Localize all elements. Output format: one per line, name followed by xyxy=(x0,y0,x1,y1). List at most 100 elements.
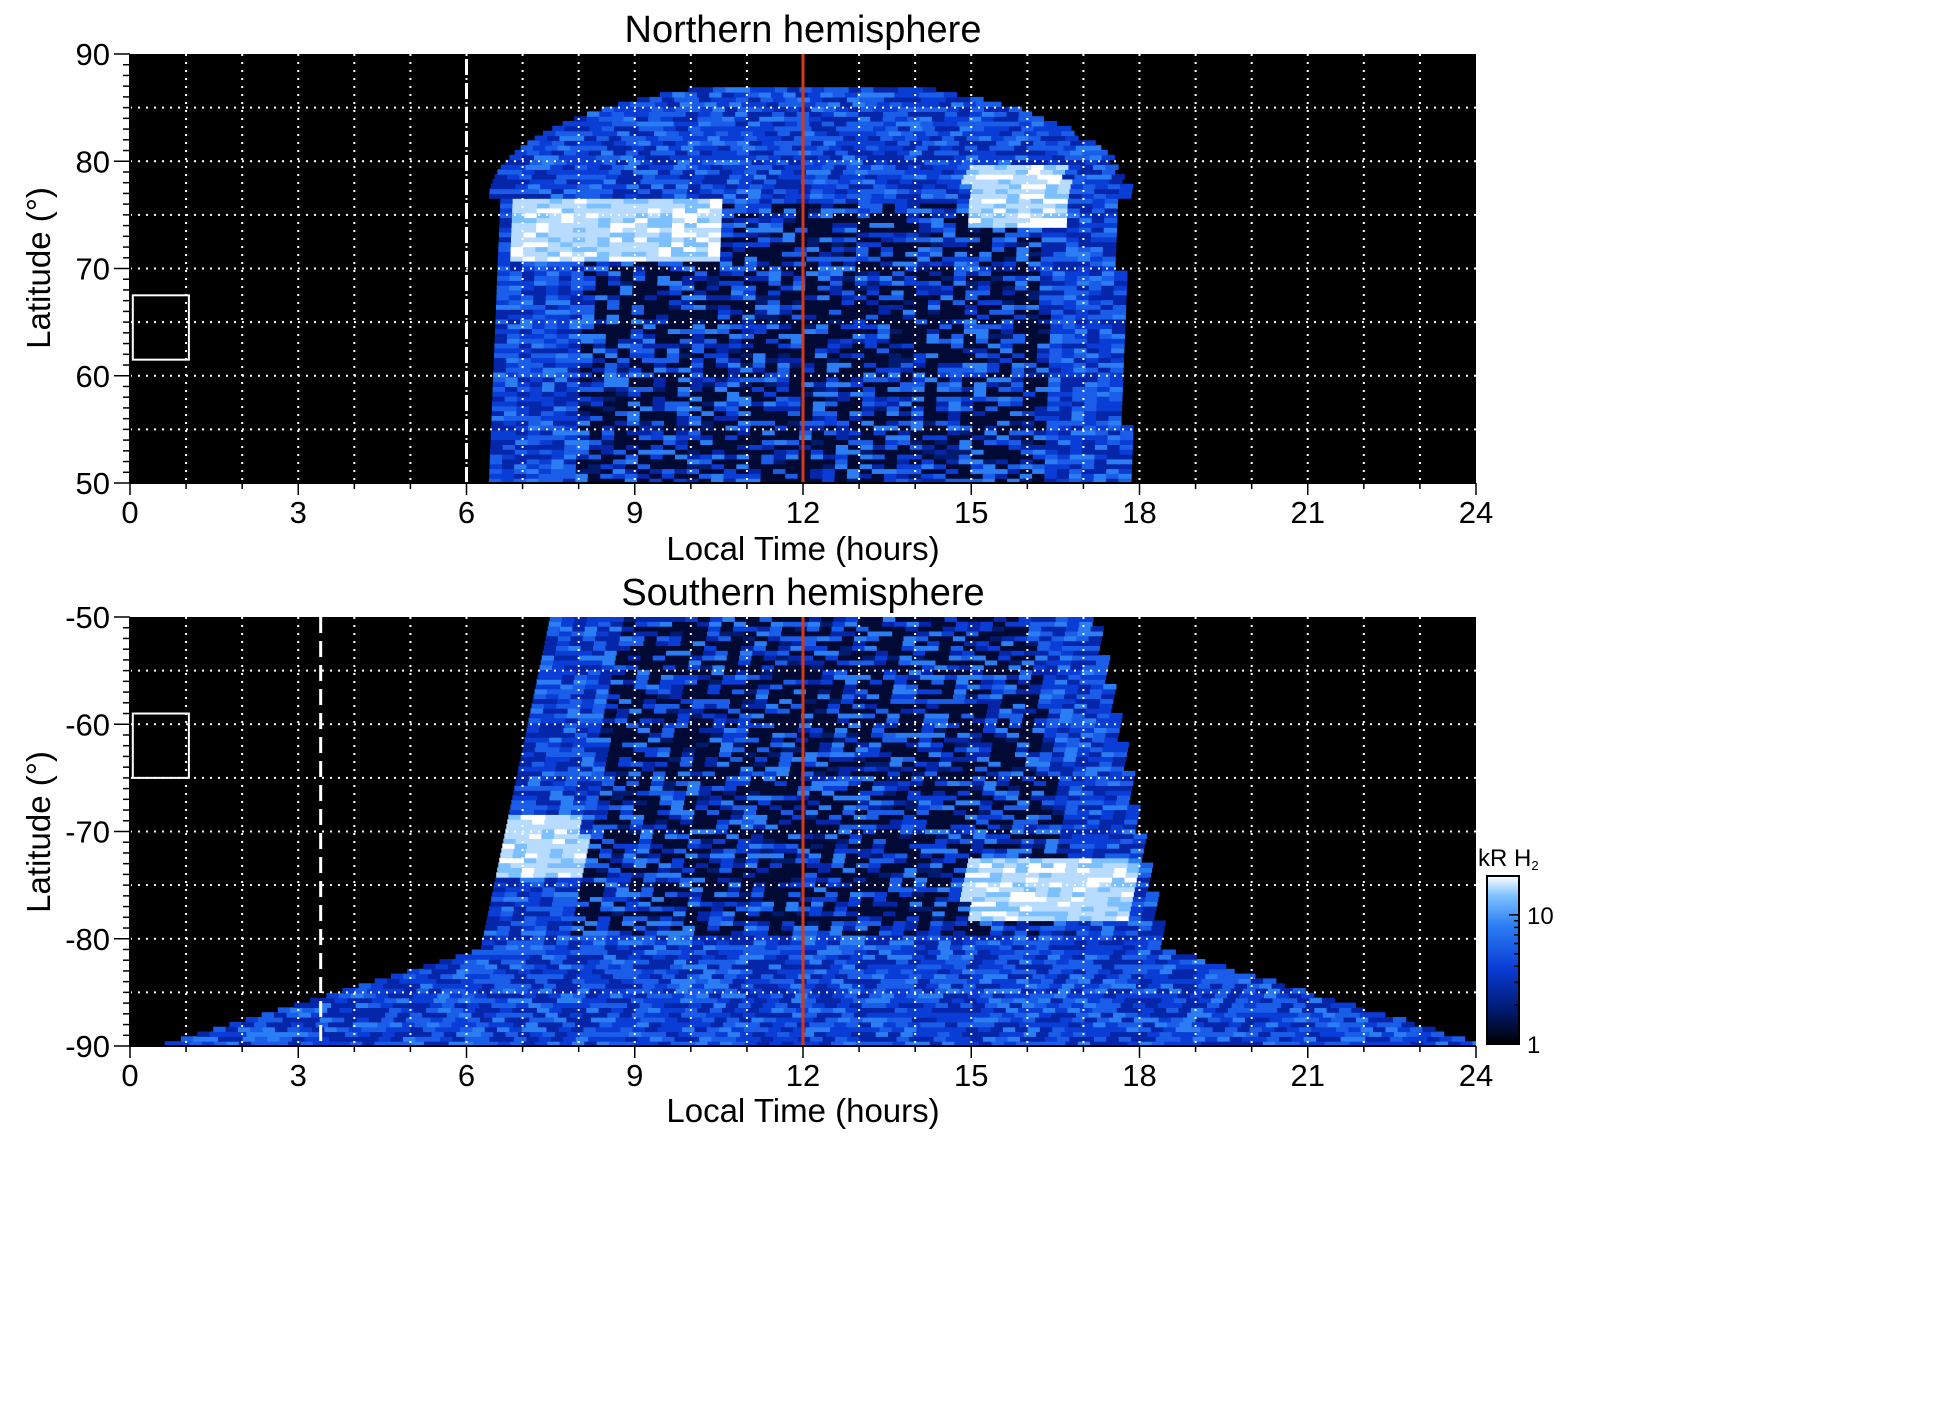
heatmap-cell xyxy=(944,1007,958,1013)
heatmap-cell xyxy=(513,164,527,170)
heatmap-cell xyxy=(497,265,511,272)
heatmap-cell xyxy=(814,367,828,373)
heatmap-cell xyxy=(1080,1021,1094,1028)
heatmap-cell xyxy=(872,140,886,146)
heatmap-cell xyxy=(1102,251,1116,257)
heatmap-cell xyxy=(767,314,781,320)
heatmap-cell xyxy=(1084,159,1098,165)
heatmap-cell xyxy=(827,357,841,363)
heatmap-cell xyxy=(539,444,553,450)
heatmap-cell xyxy=(982,1036,997,1042)
heatmap-cell xyxy=(897,449,911,455)
heatmap-cell xyxy=(1048,376,1062,383)
heatmap-cell xyxy=(585,232,599,238)
heatmap-cell xyxy=(1084,178,1098,185)
heatmap-cell xyxy=(810,449,825,455)
heatmap-cell xyxy=(1047,405,1061,412)
heatmap-cell xyxy=(666,372,680,378)
heatmap-cell xyxy=(1041,241,1055,248)
heatmap-cell xyxy=(1012,352,1026,359)
heatmap-cell xyxy=(814,362,828,368)
heatmap-cell xyxy=(874,401,888,407)
heatmap-cell xyxy=(943,217,957,223)
heatmap-cell xyxy=(961,1017,975,1023)
heatmap-cell xyxy=(1042,222,1056,228)
heatmap-cell xyxy=(771,212,785,219)
heatmap-cell xyxy=(768,169,783,175)
heatmap-cell xyxy=(730,314,744,320)
heatmap-cell xyxy=(909,150,923,156)
heatmap-cell xyxy=(774,183,788,190)
heatmap-cell xyxy=(982,478,996,483)
heatmap-cell xyxy=(539,458,553,465)
heatmap-cell xyxy=(1010,178,1024,185)
heatmap-cell xyxy=(808,1007,822,1013)
heatmap-cell xyxy=(1089,1026,1103,1033)
heatmap-cell xyxy=(887,376,902,383)
heatmap-cell xyxy=(807,236,821,243)
heatmap-cell xyxy=(398,1026,412,1033)
heatmap-cell xyxy=(1110,372,1124,378)
heatmap-cell xyxy=(668,304,682,310)
heatmap-cell xyxy=(866,294,880,301)
heatmap-cell xyxy=(844,227,858,233)
heatmap-cell xyxy=(1113,294,1127,301)
heatmap-cell xyxy=(1064,285,1078,291)
heatmap-cell xyxy=(767,145,781,151)
heatmap-cell xyxy=(766,338,780,344)
heatmap-cell xyxy=(1090,241,1104,248)
heatmap-cell xyxy=(1175,1026,1189,1033)
heatmap-cell xyxy=(776,381,790,387)
heatmap-cell xyxy=(564,434,578,441)
heatmap-cell xyxy=(689,401,703,407)
heatmap-cell xyxy=(1097,1031,1112,1037)
heatmap-cell xyxy=(1091,222,1105,228)
heatmap-cell xyxy=(988,174,1002,180)
heatmap-cell xyxy=(336,1026,350,1033)
heatmap-cell xyxy=(798,150,812,156)
heatmap-cell xyxy=(849,415,863,421)
heatmap-cell xyxy=(1139,1041,1153,1046)
heatmap-cell xyxy=(557,304,571,310)
heatmap-cell xyxy=(778,174,792,180)
heatmap-cell xyxy=(672,212,686,219)
heatmap-cell xyxy=(1054,227,1068,233)
heatmap-cell xyxy=(1051,304,1065,310)
heatmap-cell xyxy=(533,1012,547,1018)
heatmap-cell xyxy=(1102,265,1116,272)
heatmap-cell xyxy=(526,458,540,465)
heatmap-cell xyxy=(1018,207,1032,214)
heatmap-cell xyxy=(270,1017,284,1023)
heatmap-cell xyxy=(871,96,885,103)
heatmap-cell xyxy=(291,1021,305,1028)
heatmap-cell xyxy=(817,280,831,286)
heatmap-cell xyxy=(948,401,962,407)
heatmap-cell xyxy=(978,261,993,267)
heatmap-cell xyxy=(625,449,640,455)
heatmap-cell xyxy=(492,401,506,407)
heatmap-cell xyxy=(1036,357,1050,363)
heatmap-cell xyxy=(364,1007,378,1013)
heatmap-cell xyxy=(1094,150,1108,156)
heatmap-cell xyxy=(737,439,751,445)
heatmap-cell xyxy=(854,299,868,305)
heatmap-cell xyxy=(824,420,838,426)
heatmap-cell xyxy=(506,352,520,359)
heatmap-cell xyxy=(885,125,899,132)
heatmap-cell xyxy=(555,130,569,137)
heatmap-cell xyxy=(790,101,805,108)
heatmap-cell xyxy=(864,357,878,363)
heatmap-cell xyxy=(935,415,949,421)
heatmap-cell xyxy=(1098,362,1112,368)
heatmap-cell xyxy=(1007,473,1021,479)
heatmap-cell xyxy=(413,1007,427,1013)
heatmap-cell xyxy=(980,222,994,228)
heatmap-cell xyxy=(1299,1026,1313,1033)
heatmap-cell xyxy=(700,439,714,445)
heatmap-cell xyxy=(915,145,929,151)
heatmap-cell xyxy=(427,1036,441,1042)
heatmap-cell xyxy=(560,246,574,252)
heatmap-cell xyxy=(846,1021,860,1028)
heatmap-cell xyxy=(794,241,808,248)
heatmap-cell xyxy=(886,1002,900,1008)
